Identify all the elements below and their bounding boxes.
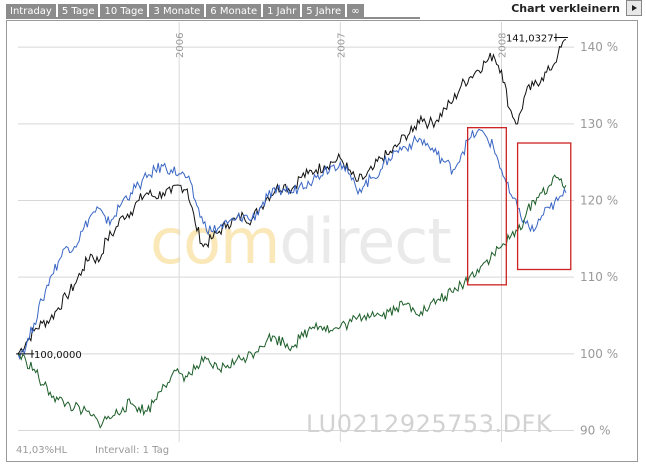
comdirect-watermark-logo: comdirect [150, 205, 452, 278]
tab-5-jahre[interactable]: 5 Jahre [302, 4, 346, 19]
tab-1-jahr[interactable]: 1 Jahr [263, 4, 301, 19]
interval-readout: Intervall: 1 Tag [95, 445, 170, 456]
tab-strip-divider [6, 17, 420, 19]
series-line [17, 39, 567, 355]
tab-3-monate[interactable]: 3 Monate [149, 4, 205, 19]
triangle-right-icon [626, 0, 642, 16]
end-value-label: 141,0327 [506, 34, 554, 45]
tab-10-tage[interactable]: 10 Tage [100, 4, 148, 19]
y-tick-label: 110 % [580, 270, 618, 284]
year-label: 2006 [175, 33, 186, 58]
hl-readout: 41,03%HL [16, 445, 68, 456]
shrink-chart-button[interactable]: Chart verkleinern [511, 0, 642, 16]
chart-frame [6, 20, 638, 462]
y-tick-label: 130 % [580, 117, 618, 131]
y-tick-label: 90 % [580, 424, 611, 438]
tab-intraday[interactable]: Intraday [6, 4, 56, 19]
y-tick-label: 100 % [580, 347, 618, 361]
y-tick-label: 140 % [580, 40, 618, 54]
tab-6-monate[interactable]: 6 Monate [206, 4, 262, 19]
highlight-box [466, 127, 507, 286]
watermark-logo-part2: direct [279, 205, 451, 278]
timeframe-tabs: Intraday 5 Tage 10 Tage 3 Monate 6 Monat… [6, 4, 366, 19]
shrink-chart-label: Chart verkleinern [511, 1, 620, 15]
tab-all[interactable]: ∞ [347, 4, 364, 19]
isin-watermark: LU0212925753.DFK [306, 410, 553, 438]
year-label: 2007 [336, 33, 347, 58]
year-label: 2008 [497, 33, 508, 58]
watermark-logo-part1: com [150, 205, 280, 278]
start-value-label: 100,0000 [34, 350, 82, 361]
tab-5-tage[interactable]: 5 Tage [57, 4, 99, 19]
series-line [17, 128, 567, 361]
highlight-box [516, 142, 572, 271]
y-tick-label: 120 % [580, 194, 618, 208]
series-line [17, 174, 567, 429]
